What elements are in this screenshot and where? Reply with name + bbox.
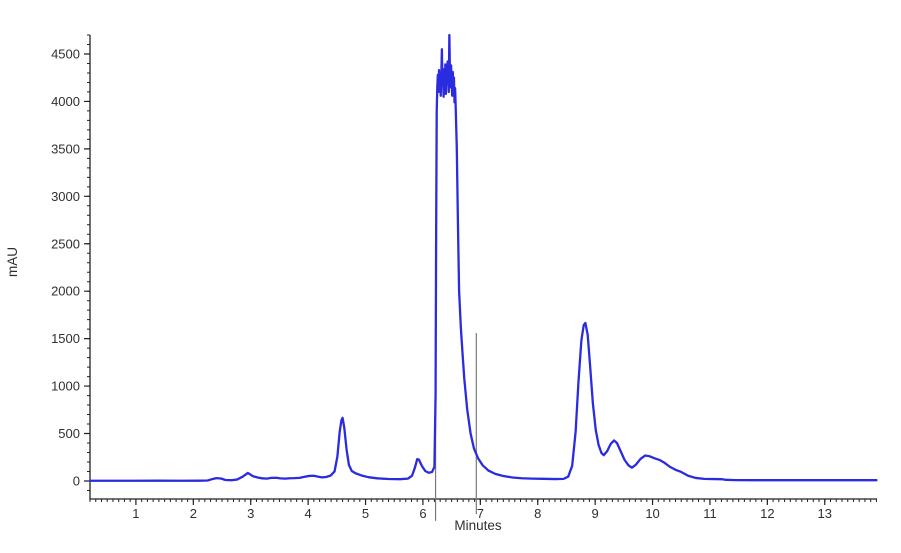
y-tick-label: 1000 xyxy=(51,379,80,394)
y-tick-label: 0 xyxy=(73,473,80,488)
x-tick-label: 1 xyxy=(132,506,139,521)
y-tick-label: 2000 xyxy=(51,284,80,299)
y-tick-label: 4500 xyxy=(51,46,80,61)
x-tick-label: 11 xyxy=(703,506,717,521)
chromatogram-trace xyxy=(88,33,878,482)
x-axis-title: Minutes xyxy=(454,518,502,533)
minor-ticks xyxy=(87,34,877,502)
y-tick-label: 2500 xyxy=(51,236,80,251)
x-tick-label: 4 xyxy=(305,506,312,521)
y-tick-label: 4000 xyxy=(51,94,80,109)
x-tick-label: 5 xyxy=(362,506,369,521)
x-tick-label: 3 xyxy=(247,506,254,521)
major-ticks xyxy=(84,53,826,505)
x-tick-label: 9 xyxy=(592,506,599,521)
axis-tick-labels: 1 2 3 4 5 6 7 8 9 10 11 12 1305001000150020002500300… xyxy=(51,46,832,521)
y-tick-label: 1500 xyxy=(51,331,80,346)
y-tick-label: 500 xyxy=(58,426,80,441)
y-tick-label: 3000 xyxy=(51,189,80,204)
y-axis-title: mAU xyxy=(5,247,20,277)
x-tick-label: 8 xyxy=(534,506,541,521)
x-tick-label: 12 xyxy=(760,506,774,521)
axis-ticks xyxy=(84,34,877,505)
trace-line xyxy=(88,33,878,482)
x-tick-label: 10 xyxy=(645,506,659,521)
y-tick-label: 3500 xyxy=(51,141,80,156)
x-tick-label: 6 xyxy=(419,506,426,521)
x-tick-label: 7 xyxy=(477,506,484,521)
x-tick-label: 13 xyxy=(818,506,832,521)
x-tick-label: 2 xyxy=(190,506,197,521)
